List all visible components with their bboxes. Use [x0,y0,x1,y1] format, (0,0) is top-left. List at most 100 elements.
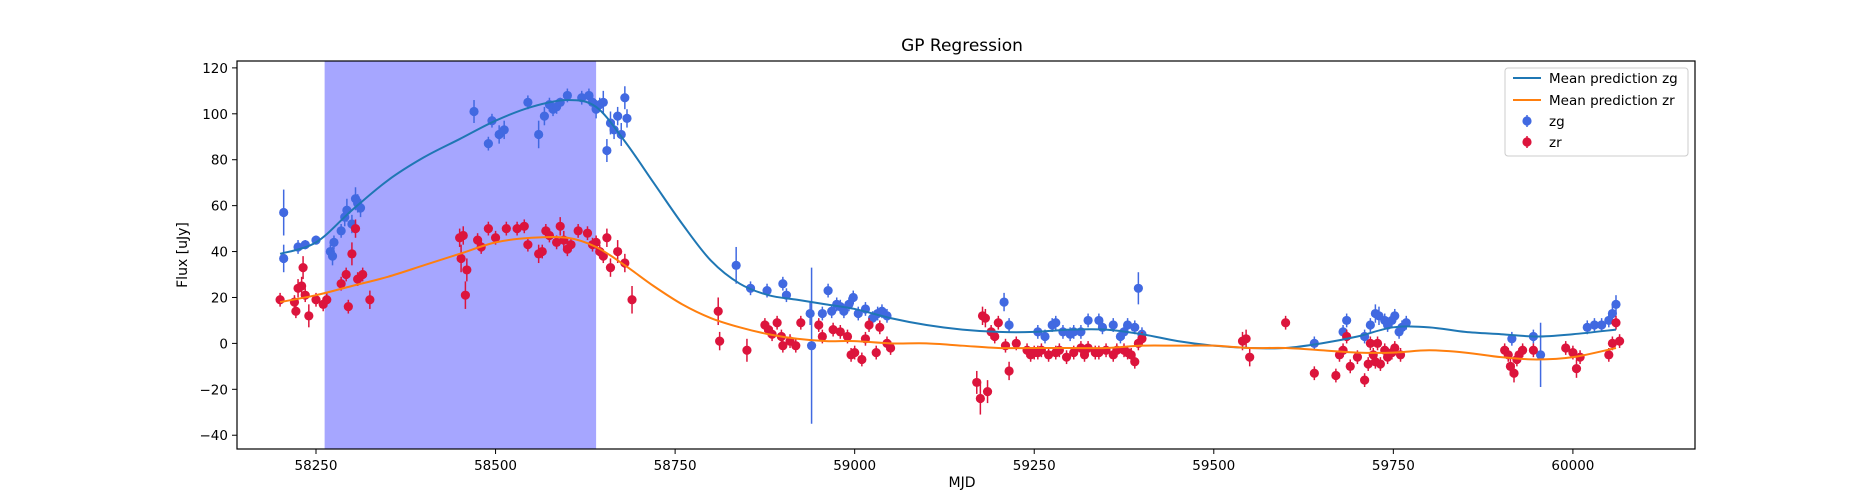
data-point [291,306,301,316]
data-point [499,125,509,135]
data-point [473,235,483,245]
data-point [778,279,788,289]
plot-area: 58250 58500 58750 59000 59250 59500 59750 60000… [200,60,1696,474]
chart-title: GP Regression [901,36,1023,56]
data-point [839,306,849,316]
data-point [582,228,593,238]
data-point [627,295,637,305]
data-point [523,240,533,250]
data-point [1604,315,1614,326]
data-point [1568,347,1578,358]
data-point [842,331,853,342]
data-point [835,327,845,337]
data-point [1614,336,1625,346]
axes-frame [236,60,1696,450]
data-point [975,393,985,404]
mean-line-zr [279,235,1617,361]
y-tick-label: 120 [202,61,228,77]
data-point [483,139,493,149]
data-point [806,341,817,351]
data-point [1281,318,1291,328]
data-point [885,343,896,353]
data-point [297,281,307,291]
data-point [327,251,338,261]
data-point [828,325,838,335]
data-point [1043,350,1054,360]
data-point [519,221,529,231]
data-point [311,235,321,245]
data-point [1061,352,1072,362]
data-point [742,345,752,355]
data-point [848,292,858,303]
y-tick-label: −20 [200,382,229,398]
y-tick-label: 80 [211,153,228,169]
data-point [715,336,725,346]
mean-line-zg [279,99,1617,350]
data-point [537,246,547,257]
data-point [778,341,788,351]
data-point [341,269,351,280]
data-point [462,265,472,275]
data-point [609,125,619,135]
data-point [458,230,468,241]
x-axis-label: MJD [949,475,976,491]
legend-box [1504,67,1689,157]
data-point [483,223,493,234]
data-point [1604,350,1614,360]
data-point [552,237,562,247]
data-point [1051,318,1061,328]
data-point [512,223,522,234]
data-point [796,318,806,328]
data-point [555,97,565,107]
x-tick-label: 60000 [1551,458,1594,474]
data-point [1245,352,1255,362]
data-point [823,285,833,296]
data-point [1241,334,1251,344]
x-tick-label: 58750 [654,458,697,474]
data-point [598,97,608,107]
data-point [275,295,285,305]
data-point [1571,364,1582,374]
data-point [523,97,533,107]
data-point [817,331,827,342]
data-point [999,297,1009,307]
data-point [1004,366,1014,376]
data-point [875,322,885,332]
data-point [1083,315,1093,326]
data-point [562,90,572,101]
data-point [1607,308,1618,319]
data-point [1611,299,1621,309]
x-tick-label: 59750 [1372,458,1415,474]
data-point [1004,320,1014,330]
legend-label-zr-line: Mean prediction zr [1549,93,1675,109]
data-point [731,260,741,270]
data-point [814,320,824,330]
data-point [587,97,598,107]
data-point [343,302,353,312]
data-point [772,318,782,328]
data-point [1094,315,1104,326]
data-point [1505,361,1516,371]
data-point [1518,345,1528,355]
legend-label-zg-points: zg [1549,114,1565,130]
data-point [347,249,357,259]
data-point [555,221,565,231]
data-point [573,226,583,236]
data-point [1011,338,1021,348]
data-point [602,145,612,156]
data-point [1133,283,1143,293]
x-tick-label: 58250 [295,458,338,474]
data-point [1401,318,1411,328]
y-tick-label: 0 [219,336,228,352]
data-point [993,318,1003,328]
y-tick-label: 40 [211,245,228,261]
data-point [850,347,860,358]
data-point [1363,359,1373,369]
data-point [1137,334,1147,344]
data-point [336,279,346,289]
data-point [713,306,723,316]
data-point [336,226,346,236]
data-point [1123,320,1133,330]
data-point [311,295,321,305]
data-point [1535,350,1546,360]
